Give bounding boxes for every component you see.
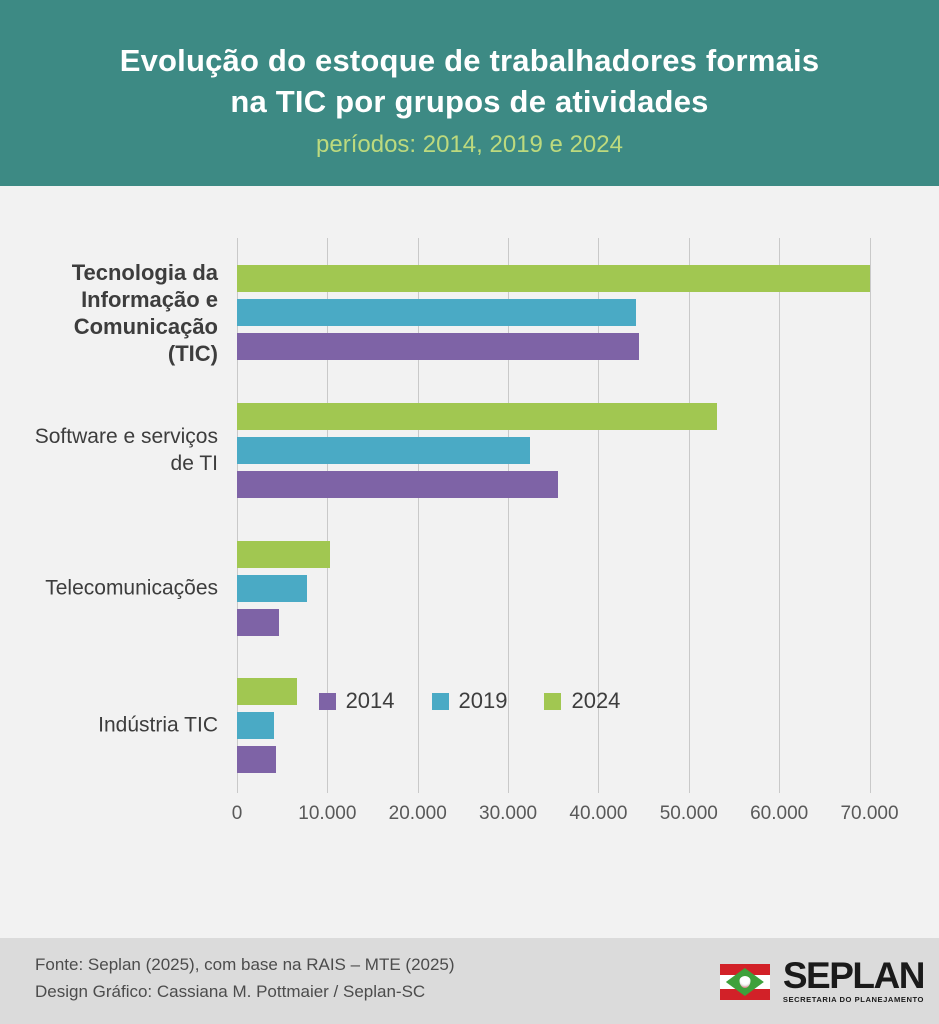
- x-axis-tick-label: 0: [231, 803, 243, 824]
- category-label: Software e serviços de TI: [34, 425, 218, 476]
- legend-item-2024: 2024: [544, 688, 620, 714]
- chart-legend: 2014 2019 2024: [0, 688, 939, 714]
- legend-item-2019: 2019: [431, 688, 508, 714]
- bar-2024-category-3: [237, 677, 297, 705]
- bar-2019-category-2: [237, 574, 307, 602]
- gridline: [869, 238, 871, 793]
- bar-2014-category-0: [237, 333, 640, 361]
- santa-catarina-flag-icon: [719, 964, 770, 1000]
- gridline: [688, 238, 690, 793]
- bar-chart: 0 10.000 20.000 30.000 40.000 50.000 60.000 70.…: [0, 186, 939, 938]
- gridline: [327, 238, 329, 793]
- logo-subtitle: SECRETARIA DO PLANEJAMENTO: [782, 995, 924, 1004]
- legend-label: 2014: [345, 688, 395, 713]
- legend-label: 2024: [571, 688, 621, 713]
- logo-text: SEPLAN SECRETARIA DO PLANEJAMENTO: [782, 955, 926, 1004]
- legend-swatch-icon: [544, 692, 562, 710]
- bar-2019-category-3: [237, 711, 275, 739]
- bar-2014-category-3: [237, 746, 276, 774]
- legend-label: 2019: [458, 688, 508, 713]
- bar-2024-category-0: [237, 265, 870, 292]
- footer: Fonte: Seplan (2025), com base na RAIS –…: [0, 938, 939, 1024]
- x-axis-tick-label: 40.000: [569, 803, 628, 824]
- logo-wordmark: SEPLAN: [782, 955, 926, 996]
- x-axis-tick-label: 20.000: [388, 803, 447, 824]
- header-banner: Evolução do estoque de trabalhadores for…: [0, 0, 939, 186]
- credits: Fonte: Seplan (2025), com base na RAIS –…: [35, 951, 455, 1005]
- bar-2019-category-1: [237, 436, 530, 464]
- bar-2024-category-2: [237, 540, 331, 568]
- gridline: [779, 238, 781, 793]
- category-label: Telecomunicações: [45, 576, 218, 600]
- gridline: [598, 238, 600, 793]
- bar-2014-category-2: [237, 609, 280, 637]
- category-label: Tecnologia da Informação e Comunicação (…: [71, 259, 218, 366]
- flag-coat-of-arms: [739, 976, 751, 988]
- bar-2014-category-1: [237, 471, 558, 499]
- chart-title-line1: Evolução do estoque de trabalhadores for…: [119, 43, 820, 78]
- chart-title-line2: na TIC por grupos de atividades: [230, 84, 709, 119]
- legend-item-2014: 2014: [318, 688, 395, 714]
- x-axis-tick-label: 10.000: [298, 803, 357, 824]
- category-label: Indústria TIC: [98, 713, 218, 737]
- gridline: [508, 238, 510, 793]
- chart-title: Evolução do estoque de trabalhadores for…: [0, 0, 939, 122]
- x-axis-tick-label: 30.000: [479, 803, 538, 824]
- legend-swatch-icon: [431, 692, 449, 710]
- gridline: [417, 238, 419, 793]
- source-text: Fonte: Seplan (2025), com base na RAIS –…: [35, 955, 455, 974]
- x-axis-tick-label: 50.000: [659, 803, 718, 824]
- gridline: [237, 238, 238, 793]
- seplan-logo: SEPLAN SECRETARIA DO PLANEJAMENTO: [719, 955, 926, 1004]
- design-credit-text: Design Gráfico: Cassiana M. Pottmaier / …: [35, 982, 426, 1001]
- legend-swatch-icon: [318, 692, 336, 710]
- bar-2019-category-0: [237, 299, 637, 327]
- x-axis-tick-label: 70.000: [840, 803, 899, 824]
- bar-2024-category-1: [237, 402, 717, 430]
- x-axis-tick-label: 60.000: [750, 803, 809, 824]
- chart-subtitle: períodos: 2014, 2019 e 2024: [316, 131, 623, 158]
